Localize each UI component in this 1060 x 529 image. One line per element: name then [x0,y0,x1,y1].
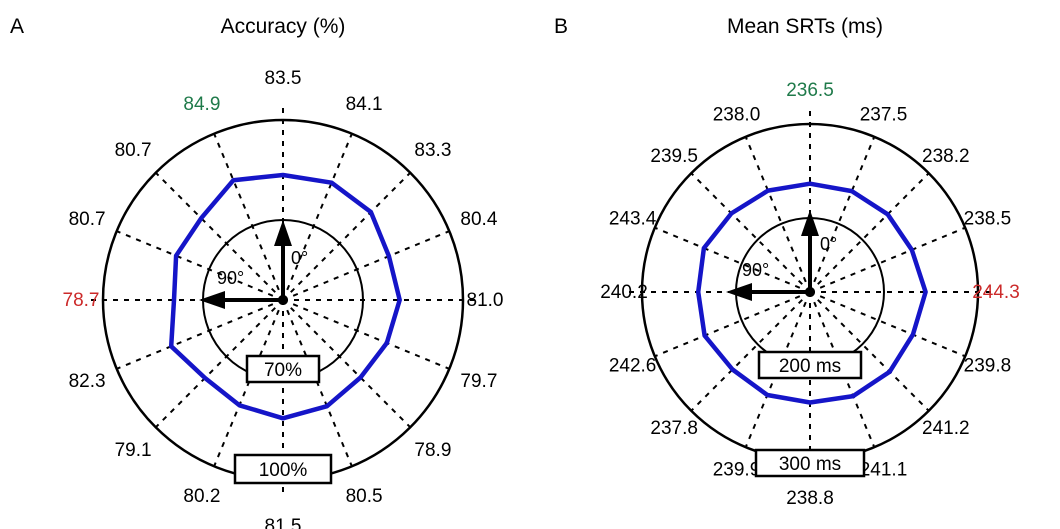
polar-plot-b: 236.5 238.0 239.5 243.4 240.2 242.6 237.8 239.9… [600,80,1020,509]
panel-a-label: A [10,15,24,38]
arrow-left-icon [199,291,225,309]
value-label: 237.5 [860,105,908,126]
panel-b-label: B [554,15,568,38]
value-label: 238.2 [922,146,970,167]
value-label: 239.5 [650,146,698,167]
ring-label: 300 ms [779,454,841,475]
ring-label-box [754,448,866,478]
angle-label-90: 90° [742,260,769,280]
value-label: 79.1 [115,440,152,461]
panel-b-title: Mean SRTs (ms) [727,15,883,38]
value-label: 239.9 [713,459,761,480]
value-label: 79.7 [460,371,497,392]
value-label: 83.3 [414,140,451,161]
value-label: 84.9 [183,94,220,115]
arrow-up-icon [801,210,819,236]
spoke-line [809,172,930,293]
value-label: 237.8 [650,418,698,439]
value-label: 242.6 [609,356,657,377]
value-label: 244.3 [972,282,1020,303]
angle-label-0: 0° [820,234,837,254]
value-label: 80.2 [183,486,220,507]
value-label: 240.2 [600,282,648,303]
panel-a-title: Accuracy (%) [221,15,346,38]
spoke-line [116,230,284,301]
value-label: 80.7 [115,140,152,161]
polar-plot-a: 83.5 84.9 80.7 80.7 78.7 82.3 79.1 80.2 81.5 80.5… [63,68,504,529]
spoke-line [282,172,411,301]
value-label: 239.8 [964,356,1012,377]
value-label: 243.4 [609,209,657,230]
ring-label: 70% [264,360,302,381]
value-label: 241.2 [922,418,970,439]
spoke-line [116,299,284,370]
panel-a-accuracy: A Accuracy (%) 83.5 84.9 80.7 80.7 78.7 82.3 7… [10,15,503,529]
angle-label-90: 90° [217,268,244,288]
value-label: 78.9 [414,440,451,461]
spoke-line [282,230,450,301]
value-label: 78.7 [63,290,100,311]
value-label: 80.4 [460,209,497,230]
value-label: 238.0 [713,105,761,126]
value-label: 238.5 [964,209,1012,230]
angle-label-0: 0° [291,248,308,268]
value-label: 241.1 [860,459,908,480]
arrow-up-icon [274,220,292,246]
spoke-line [213,133,284,301]
spoke-line [155,172,284,301]
value-label: 80.5 [346,486,383,507]
ring-label-box [757,350,863,380]
series-line-b [695,181,928,405]
panel-b-mean-srts: B Mean SRTs (ms) 236.5 238.0 239.5 243.4 240… [554,15,1020,509]
value-label: 81.5 [265,516,302,529]
ring-label-box [245,354,321,384]
arrow-left-icon [726,283,752,301]
ring-label: 100% [259,460,308,481]
spoke-line [155,299,284,428]
value-label: 80.7 [69,209,106,230]
ring-label-box [233,453,333,485]
spoke-line [282,133,353,301]
value-label: 236.5 [786,80,834,101]
ring-label: 200 ms [779,356,841,377]
spoke-line [282,299,411,428]
spoke-line [282,299,450,370]
value-label: 82.3 [69,371,106,392]
value-label: 83.5 [265,68,302,89]
series-line-a [168,172,402,421]
value-label: 84.1 [346,94,383,115]
value-label: 81.0 [467,290,504,311]
value-label: 238.8 [786,488,834,509]
